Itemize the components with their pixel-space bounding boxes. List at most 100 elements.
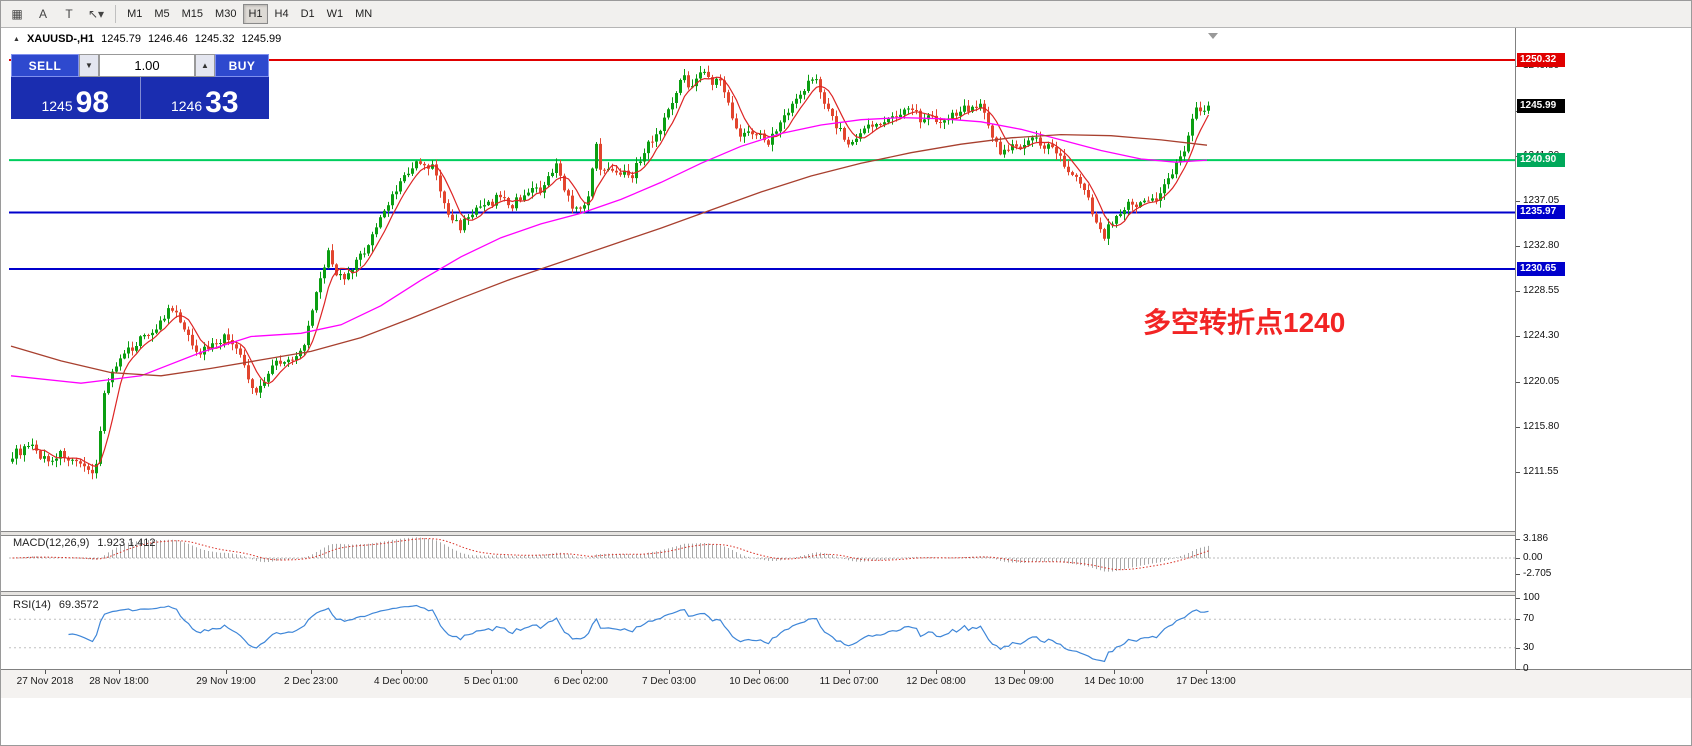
macd-axis-tick: 3.186 [1523, 532, 1549, 544]
chart-workspace: ▲ XAUUSD-,H1 1245.79 1246.46 1245.32 124… [1, 27, 1691, 745]
time-axis-tick [669, 670, 670, 674]
price-axis-dash [1516, 381, 1520, 383]
time-axis-label: 14 Dec 10:00 [1084, 676, 1144, 687]
time-axis-tick [311, 670, 312, 674]
price-tag: 1235.97 [1517, 205, 1565, 220]
sell-price-small: 1245 [41, 98, 73, 114]
ohlc-close: 1245.99 [241, 33, 282, 45]
time-axis-label: 29 Nov 19:00 [196, 676, 256, 687]
time-axis-tick [1114, 670, 1115, 674]
symbol-label: XAUUSD-,H1 [26, 33, 95, 45]
price-axis-tick: 1224.30 [1523, 330, 1560, 342]
rsi-axis-dash [1516, 598, 1520, 599]
time-axis-label: 28 Nov 18:00 [89, 676, 149, 687]
sell-button[interactable]: SELL [11, 54, 79, 77]
time-axis-label: 2 Dec 23:00 [284, 676, 338, 687]
panel-divider[interactable] [1, 591, 1691, 596]
price-axis-tick: 1232.80 [1523, 240, 1560, 252]
price-axis-tick: 1211.55 [1523, 465, 1559, 477]
textbox-icon[interactable]: T [57, 4, 81, 24]
time-axis[interactable]: 27 Nov 2018 28 Nov 18:00 29 Nov 19:00 2 Dec… [1, 669, 1691, 698]
volume-input[interactable] [99, 54, 195, 77]
chart-annotation: 多空转折点1240 [1143, 307, 1346, 338]
time-axis-tick [1024, 670, 1025, 674]
macd-axis-dash [1516, 574, 1520, 576]
time-axis-label: 7 Dec 03:00 [642, 676, 696, 687]
time-axis-tick [401, 670, 402, 674]
price-axis-dash [1516, 471, 1520, 473]
price-axis-dash [1516, 246, 1520, 248]
price-tag: 1240.90 [1517, 153, 1565, 168]
price-tag: 1230.65 [1517, 262, 1565, 276]
time-axis-tick [1206, 670, 1207, 674]
collapse-icon[interactable]: ▲ [13, 35, 20, 43]
tf-button-mn[interactable]: MN [350, 4, 377, 24]
time-axis-label: 6 Dec 02:00 [554, 676, 608, 687]
rsi-axis-tick: 0 [1523, 663, 1529, 674]
time-axis-label: 11 Dec 07:00 [819, 676, 879, 687]
tf-button-m1[interactable]: M1 [122, 4, 147, 24]
price-axis-dash [1516, 426, 1520, 428]
rsi-label: RSI(14) 69.3572 [13, 599, 99, 611]
tf-button-w1[interactable]: W1 [322, 4, 349, 24]
tf-button-h4[interactable]: H4 [270, 4, 294, 24]
volume-dropdown-icon[interactable]: ▼ [79, 54, 99, 77]
sell-price[interactable]: 1245 98 [11, 77, 141, 119]
price-axis-tick: 1220.05 [1523, 375, 1560, 387]
ohlc-low: 1245.32 [194, 33, 235, 45]
macd-axis-dash [1516, 558, 1520, 559]
main-chart[interactable] [9, 32, 1515, 531]
cursor-dropdown-icon[interactable]: ↖▾ [83, 4, 109, 24]
tf-button-m5[interactable]: M5 [149, 4, 174, 24]
trade-prices-row: 1245 98 1246 33 [11, 77, 269, 119]
time-axis-tick [759, 670, 760, 674]
time-axis-label: 12 Dec 08:00 [906, 676, 966, 687]
price-axis[interactable]: 1249.801245.551241.301237.051232.801228.… [1515, 27, 1691, 674]
rsi-panel[interactable] [9, 596, 1515, 669]
macd-panel[interactable] [9, 535, 1515, 591]
tf-button-h1[interactable]: H1 [243, 4, 268, 24]
sell-price-big: 98 [75, 85, 110, 119]
time-axis-label: 4 Dec 00:00 [374, 676, 428, 687]
time-axis-tick [119, 670, 120, 674]
time-axis-tick [491, 670, 492, 674]
macd-label: MACD(12,26,9) 1.923 1.412 [13, 537, 156, 549]
buy-price[interactable]: 1246 33 [141, 77, 270, 119]
chart-title: ▲ XAUUSD-,H1 1245.79 1246.46 1245.32 124… [13, 33, 281, 45]
rsi-axis-tick: 70 [1523, 613, 1535, 625]
tf-button-m15[interactable]: M15 [177, 4, 208, 24]
one-click-trading-panel: SELL ▼ ▲ BUY 1245 98 1246 33 [11, 54, 269, 119]
time-axis-tick [849, 670, 850, 674]
trade-controls-row: SELL ▼ ▲ BUY [11, 54, 269, 77]
ohlc-open: 1245.79 [101, 33, 141, 45]
tf-button-m30[interactable]: M30 [210, 4, 241, 24]
rsi-value: 69.3572 [58, 599, 99, 611]
ohlc-high: 1246.46 [147, 33, 188, 45]
time-axis-label: 13 Dec 09:00 [994, 676, 1054, 687]
toolbar-separator [115, 5, 117, 23]
macd-axis-tick: 0.00 [1523, 552, 1543, 563]
price-axis-tick: 1215.80 [1523, 420, 1560, 432]
macd-axis-tick: -2.705 [1523, 568, 1552, 580]
time-axis-tick [45, 670, 46, 674]
price-axis-dash [1516, 201, 1520, 202]
rsi-axis-dash [1516, 619, 1520, 621]
draw-grid-icon[interactable]: ▦ [5, 4, 29, 24]
macd-axis-dash [1516, 538, 1520, 540]
time-axis-label: 5 Dec 01:00 [464, 676, 518, 687]
toolbar: ▦ A T ↖▾ M1 M5 M15 M30 H1 H4 D1 W1 MN [1, 1, 1691, 28]
toolbar-icons: ▦ A T ↖▾ [5, 4, 109, 24]
text-annotation-icon[interactable]: A [31, 4, 55, 24]
tf-button-d1[interactable]: D1 [296, 4, 320, 24]
buy-button[interactable]: BUY [215, 54, 269, 77]
time-axis-tick [226, 670, 227, 674]
timeframe-group: M1 M5 M15 M30 H1 H4 D1 W1 MN [122, 4, 377, 24]
panel-divider[interactable] [1, 531, 1691, 536]
macd-values: 1.923 1.412 [97, 537, 156, 549]
time-axis-label: 17 Dec 13:00 [1176, 676, 1236, 687]
buy-price-small: 1246 [170, 98, 203, 114]
rsi-name: RSI(14) [13, 599, 51, 611]
volume-spin-up-icon[interactable]: ▲ [195, 54, 215, 77]
price-axis-tick: 1228.55 [1523, 285, 1560, 297]
